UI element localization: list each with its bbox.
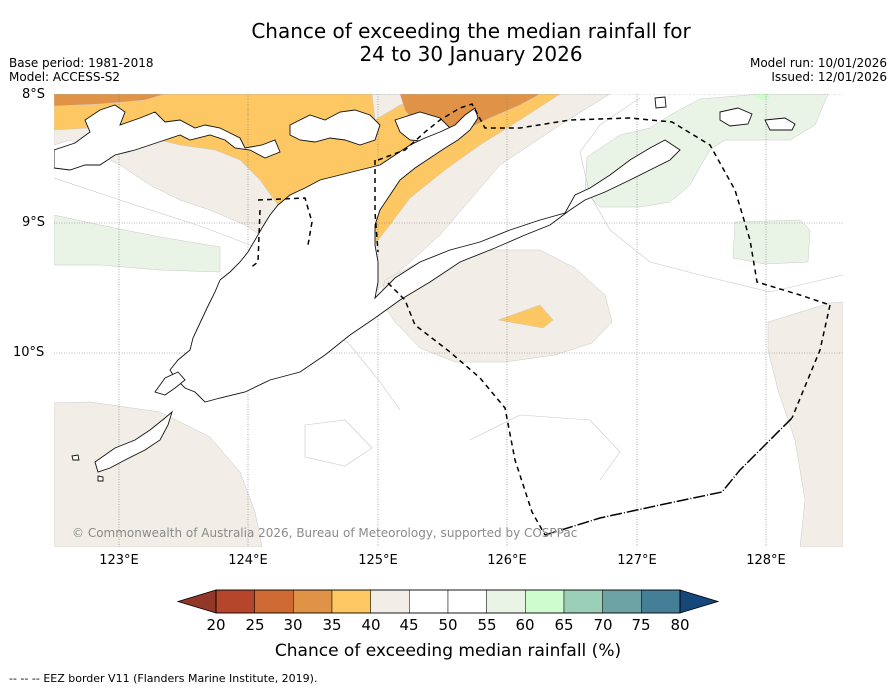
lon-label-128e: 128°E	[746, 553, 786, 568]
model-run: Model run: 10/01/2026	[749, 56, 887, 70]
lon-label-125e: 125°E	[358, 553, 398, 568]
lon-label-124e: 124°E	[228, 553, 268, 568]
cb-tick-70: 70	[593, 616, 613, 634]
lon-label-123e: 123°E	[99, 553, 139, 568]
cb-tick-50: 50	[438, 616, 458, 634]
base-period: Base period: 1981-2018	[9, 56, 154, 70]
cb-tick-20: 20	[206, 616, 226, 634]
cb-tick-55: 55	[477, 616, 497, 634]
cb-tick-25: 25	[245, 616, 265, 634]
model-name: Model: ACCESS-S2	[9, 70, 121, 84]
beige-region-east	[767, 301, 843, 547]
rote-coastline	[154, 371, 186, 396]
title-line-1: Chance of exceeding the median rainfall …	[251, 19, 691, 43]
cb-tick-35: 35	[322, 616, 342, 634]
cb-tick-45: 45	[399, 616, 419, 634]
colorbar-segment	[525, 589, 565, 614]
issued-date: Issued: 12/01/2026	[771, 70, 887, 84]
map-layers: © Commonwealth of Australia 2026, Bureau…	[54, 94, 843, 547]
colorbar-segment	[602, 589, 642, 614]
meta-left: Base period: 1981-2018 Model: ACCESS-S2	[9, 56, 154, 84]
eez-border	[249, 103, 831, 536]
eez-legend-text: EEZ border V11 (Flanders Marine Institut…	[43, 672, 318, 685]
colorbar-segment	[215, 589, 255, 614]
islet-5	[97, 475, 104, 482]
cb-tick-30: 30	[283, 616, 303, 634]
meta-right: Model run: 10/01/2026 Issued: 12/01/2026	[750, 56, 887, 84]
islet-1	[654, 96, 667, 109]
green-region-east	[732, 219, 811, 265]
title-line-2: 24 to 30 January 2026	[359, 42, 583, 66]
colorbar-segment	[293, 589, 333, 614]
colorbar-segment	[486, 589, 526, 614]
islet-4	[71, 454, 80, 461]
islet-3	[764, 117, 796, 131]
colorbar-segment	[563, 589, 603, 614]
lat-label-9s: 9°S	[22, 215, 46, 230]
green-spot-top	[756, 94, 770, 100]
green-region-west	[54, 214, 221, 273]
flores-coastline	[54, 104, 281, 171]
cb-tick-75: 75	[631, 616, 651, 634]
sawu-coastline	[94, 410, 173, 473]
yellow-region-central	[497, 304, 554, 329]
colorbar-segment	[447, 589, 487, 614]
orange-region-northwest	[54, 94, 166, 107]
cb-tick-40: 40	[361, 616, 381, 634]
cb-tick-65: 65	[554, 616, 574, 634]
colorbar-segments	[215, 589, 681, 614]
colorbar-frame	[215, 589, 681, 614]
eez-legend: -- -- -- EEZ border V11 (Flanders Marine…	[9, 672, 317, 685]
cb-tick-60: 60	[515, 616, 535, 634]
colorbar-segment	[370, 589, 410, 614]
colorbar	[176, 589, 720, 614]
colorbar-arrow-high	[679, 589, 720, 614]
cb-tick-80: 80	[670, 616, 690, 634]
colorbar-segment	[254, 589, 294, 614]
coastlines	[54, 96, 796, 482]
timor-coastline	[169, 107, 681, 403]
copyright-text: © Commonwealth of Australia 2026, Bureau…	[72, 526, 577, 540]
colorbar-arrow-low	[176, 589, 217, 614]
colorbar-title: Chance of exceeding median rainfall (%)	[274, 641, 622, 661]
alor-coastline	[289, 109, 381, 146]
colorbar-segment	[641, 589, 681, 614]
islet-2	[719, 107, 753, 127]
beige-region-southwest	[54, 401, 263, 547]
lon-label-126e: 126°E	[487, 553, 527, 568]
eez-legend-symbol: -- -- --	[9, 672, 40, 685]
beige-region-central	[379, 249, 613, 363]
lat-label-10s: 10°S	[13, 345, 45, 360]
colorbar-segment	[331, 589, 371, 614]
colorbar-segment	[409, 589, 449, 614]
lon-label-127e: 127°E	[617, 553, 657, 568]
lat-label-8s: 8°S	[22, 87, 46, 102]
chart-title: Chance of exceeding the median rainfall …	[0, 20, 896, 66]
